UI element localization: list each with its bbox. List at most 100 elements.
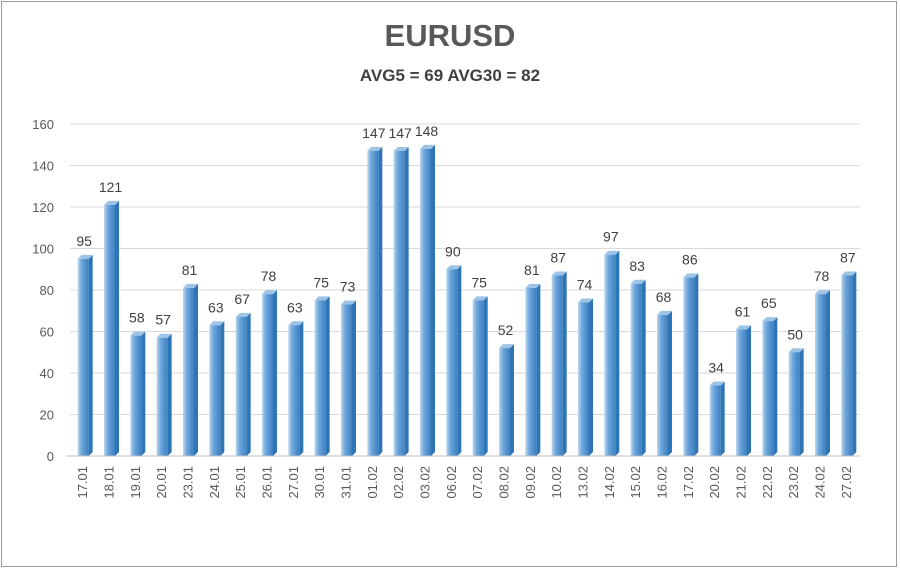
data-label: 57 — [155, 312, 171, 328]
x-tick-label: 23.02 — [786, 466, 801, 499]
data-label: 95 — [76, 233, 92, 249]
bar — [314, 296, 330, 456]
x-tick-label: 01.02 — [365, 466, 380, 499]
x-tick-label: 15.02 — [628, 466, 643, 499]
chart-title: EURUSD — [384, 18, 516, 53]
data-label: 52 — [498, 322, 514, 338]
bar — [815, 290, 830, 456]
y-tick-label: 0 — [47, 449, 54, 464]
x-tick-label: 02.02 — [391, 466, 406, 499]
x-tick-label: 07.02 — [470, 466, 485, 499]
y-tick-label: 140 — [32, 159, 54, 174]
bar — [841, 271, 857, 456]
bar — [472, 296, 488, 456]
bar — [367, 146, 383, 456]
bar — [736, 325, 751, 456]
bar — [104, 200, 119, 456]
data-label: 87 — [840, 249, 856, 265]
data-label: 67 — [234, 291, 250, 307]
data-label: 78 — [261, 268, 277, 284]
data-label: 78 — [814, 268, 830, 284]
x-tick-label: 16.02 — [655, 466, 670, 499]
x-tick-label: 19.01 — [128, 466, 143, 499]
bar — [262, 290, 277, 456]
bar — [130, 331, 146, 456]
bar — [709, 381, 725, 456]
data-label: 63 — [208, 299, 224, 315]
x-tick-label: 27.02 — [839, 466, 854, 499]
x-tick-label: 18.01 — [102, 466, 117, 499]
bar — [288, 321, 304, 456]
y-tick-label: 80 — [40, 283, 54, 298]
bar — [235, 312, 251, 456]
data-label: 86 — [682, 252, 698, 268]
bar — [420, 144, 435, 456]
data-label: 61 — [735, 303, 751, 319]
x-tick-label: 03.02 — [418, 466, 433, 499]
data-label: 121 — [99, 179, 123, 195]
x-tick-label: 22.02 — [760, 466, 775, 499]
x-tick-label: 31.01 — [339, 466, 354, 499]
data-label: 34 — [708, 359, 724, 375]
bar — [183, 283, 198, 456]
data-label: 87 — [550, 249, 566, 265]
data-label: 148 — [415, 123, 439, 139]
x-tick-label: 17.02 — [681, 466, 696, 499]
data-label: 65 — [761, 295, 777, 311]
x-tick-label: 24.01 — [207, 466, 222, 499]
bar — [788, 348, 804, 456]
x-tick-label: 27.01 — [286, 466, 301, 499]
data-label: 68 — [656, 289, 672, 305]
x-tick-label: 10.02 — [549, 466, 564, 499]
data-label: 147 — [388, 125, 412, 141]
bar — [657, 310, 672, 456]
y-tick-label: 40 — [40, 366, 54, 381]
bar — [341, 300, 356, 456]
data-label: 63 — [287, 299, 303, 315]
bar — [762, 317, 778, 456]
x-tick-label: 25.01 — [233, 466, 248, 499]
bar — [551, 271, 567, 456]
bar — [630, 279, 646, 456]
data-label: 147 — [362, 125, 386, 141]
data-label: 58 — [129, 310, 145, 326]
x-tick-label: 24.02 — [813, 466, 828, 499]
y-tick-label: 160 — [32, 117, 54, 132]
x-tick-label: 21.02 — [734, 466, 749, 499]
bar — [604, 250, 620, 456]
bar — [209, 321, 225, 456]
bar — [156, 333, 172, 456]
bar — [393, 146, 409, 456]
bar — [499, 344, 514, 456]
chart-subtitle: AVG5 = 69 AVG30 = 82 — [359, 66, 541, 85]
y-tick-label: 20 — [40, 408, 54, 423]
x-tick-label: 20.02 — [707, 466, 722, 499]
x-tick-label: 26.01 — [260, 466, 275, 499]
data-label: 75 — [313, 274, 329, 290]
data-label: 74 — [577, 276, 593, 292]
x-tick-label: 20.01 — [154, 466, 169, 499]
x-tick-label: 17.01 — [75, 466, 90, 499]
x-tick-label: 14.02 — [602, 466, 617, 499]
bar — [77, 254, 93, 456]
y-tick-label: 100 — [32, 242, 54, 257]
data-label: 90 — [445, 243, 461, 259]
data-label: 73 — [340, 279, 356, 295]
bar — [525, 283, 541, 456]
x-tick-label: 23.01 — [181, 466, 196, 499]
bar — [683, 273, 699, 456]
x-tick-label: 13.02 — [576, 466, 591, 499]
x-tick-label: 06.02 — [444, 466, 459, 499]
x-tick-label: 08.02 — [497, 466, 512, 499]
data-label: 97 — [603, 229, 619, 245]
data-label: 75 — [471, 274, 487, 290]
data-label: 50 — [787, 326, 803, 342]
bar — [446, 265, 462, 456]
data-label: 83 — [629, 258, 645, 274]
y-tick-label: 60 — [40, 325, 54, 340]
x-tick-label: 30.01 — [312, 466, 327, 499]
bar — [578, 298, 593, 456]
x-tick-label: 09.02 — [523, 466, 538, 499]
data-label: 81 — [524, 262, 540, 278]
